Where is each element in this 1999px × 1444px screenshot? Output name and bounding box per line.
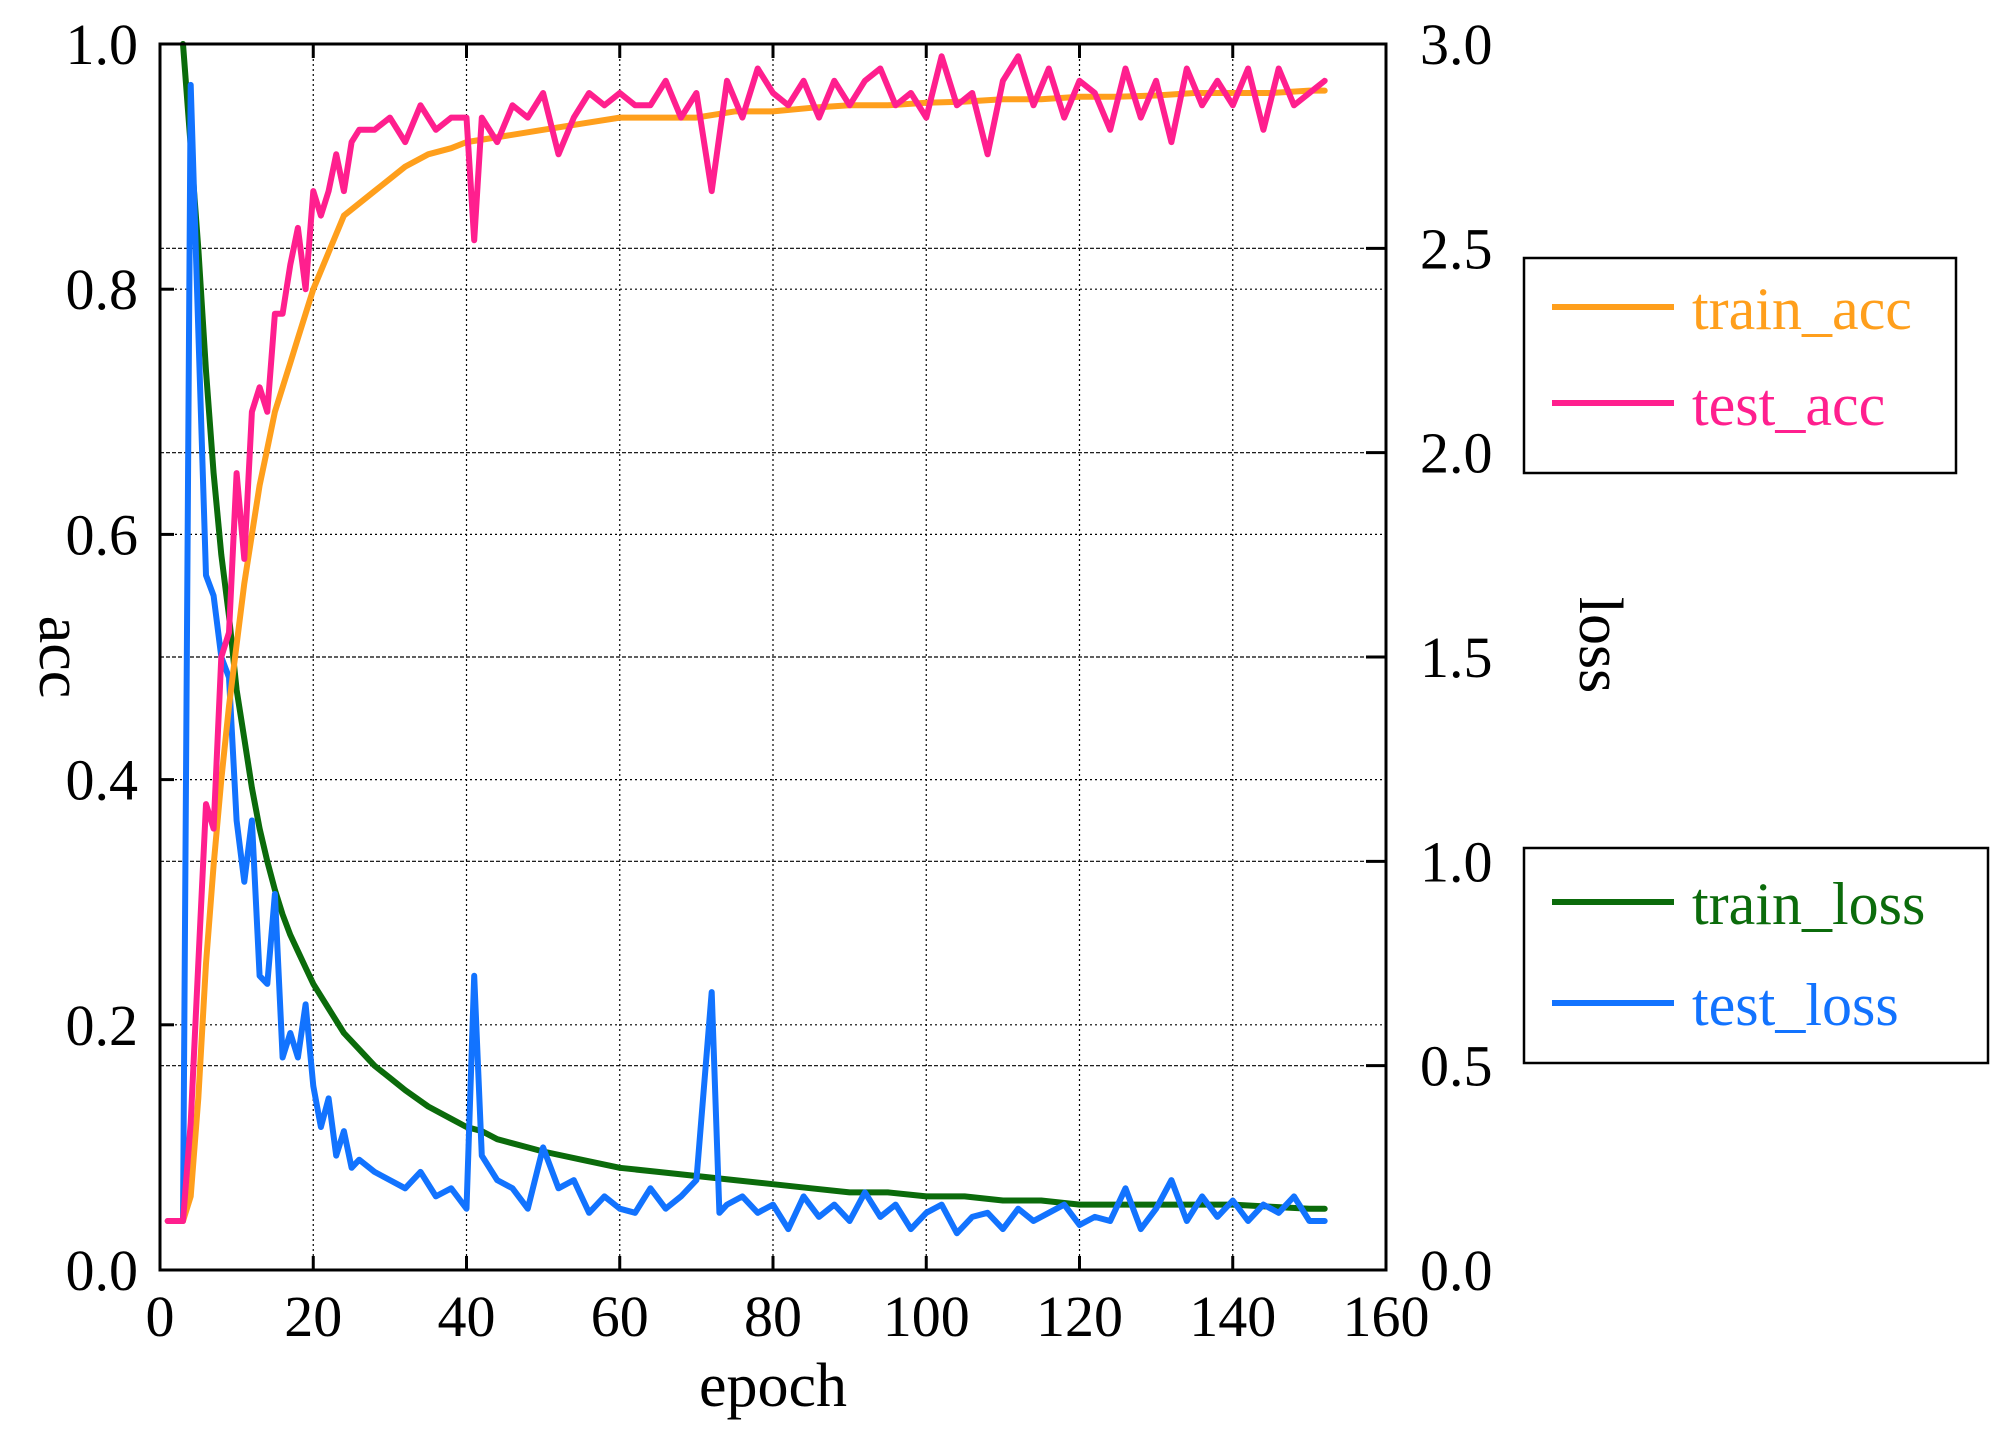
- y-tick-label: 0.8: [66, 257, 139, 322]
- y-axis-title: acc: [26, 616, 94, 699]
- legend-label-train-acc: train_acc: [1692, 276, 1912, 342]
- y2-tick-label: 2.0: [1420, 421, 1493, 486]
- legend-label-test-loss: test_loss: [1692, 972, 1899, 1038]
- data-series: [164, 41, 1328, 1237]
- y2-tick-label: 2.5: [1420, 216, 1493, 281]
- grid-lines: [160, 44, 1386, 1270]
- x-tick-label: 100: [883, 1284, 970, 1349]
- legend-accuracy: train_acc test_acc: [1522, 256, 1958, 475]
- series-test-acc: [164, 53, 1328, 1224]
- x-tick-label: 120: [1036, 1284, 1123, 1349]
- y-tick-label: 0.0: [66, 1238, 139, 1303]
- x-axis-title: epoch: [699, 1352, 847, 1420]
- legend-label-train-loss: train_loss: [1692, 871, 1925, 937]
- y2-tick-label: 1.5: [1420, 625, 1493, 690]
- y-tick-label: 0.6: [66, 502, 139, 567]
- y2-tick-label: 1.0: [1420, 829, 1493, 894]
- x-tick-label: 20: [284, 1284, 342, 1349]
- x-tick-label: 80: [744, 1284, 802, 1349]
- legend-loss: train_loss test_loss: [1522, 846, 1990, 1065]
- x-tick-label: 160: [1343, 1284, 1430, 1349]
- y2-axis-title: loss: [1566, 597, 1634, 693]
- series-train-acc: [164, 87, 1328, 1224]
- y2-tick-label: 3.0: [1420, 12, 1493, 77]
- y-tick-label: 1.0: [66, 12, 139, 77]
- y2-tick-label: 0.5: [1420, 1034, 1493, 1099]
- series-train-loss: [180, 41, 1328, 1212]
- legend-label-test-acc: test_acc: [1692, 372, 1885, 438]
- series-test-loss: [164, 81, 1328, 1237]
- y-tick-label: 0.4: [66, 748, 139, 813]
- y2-tick-label: 0.0: [1420, 1238, 1493, 1303]
- x-tick-label: 60: [591, 1284, 649, 1349]
- axis-ticks: [158, 42, 1388, 1272]
- tick-labels: 0 20 40 60 80 100 120 140 1600.00.20.40.60.81.00…: [66, 12, 1493, 1349]
- x-tick-label: 140: [1189, 1284, 1276, 1349]
- x-tick-label: 40: [438, 1284, 496, 1349]
- y-tick-label: 0.2: [66, 993, 139, 1058]
- x-tick-label: 0: [146, 1284, 175, 1349]
